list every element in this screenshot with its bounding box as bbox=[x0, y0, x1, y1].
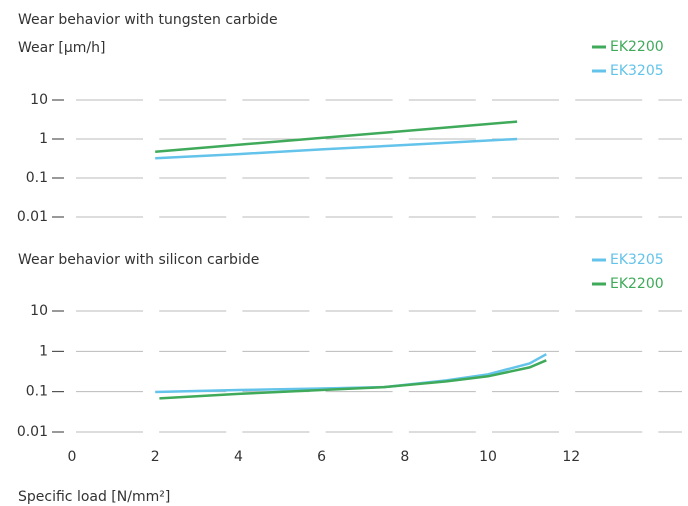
x-tick-label: 8 bbox=[400, 449, 409, 465]
y-tick-label: 10 bbox=[30, 92, 48, 108]
x-axis-label: Specific load [N/mm²] bbox=[18, 489, 170, 505]
legend-label: EK2200 bbox=[610, 39, 664, 55]
y-tick-label: 0.1 bbox=[26, 384, 48, 400]
y-tick-label: 10 bbox=[30, 303, 48, 319]
x-tick-label: 12 bbox=[562, 449, 580, 465]
chart-title: Wear behavior with silicon carbide bbox=[18, 252, 259, 268]
legend-label: EK2200 bbox=[610, 276, 664, 292]
x-tick-label: 2 bbox=[151, 449, 160, 465]
legend-label: EK3205 bbox=[610, 63, 664, 79]
x-tick-label: 0 bbox=[68, 449, 77, 465]
x-tick-label: 4 bbox=[234, 449, 243, 465]
chart-title: Wear behavior with tungsten carbide bbox=[18, 12, 278, 28]
legend-label: EK3205 bbox=[610, 252, 664, 268]
series-line bbox=[155, 137, 518, 160]
x-tick-label: 6 bbox=[317, 449, 326, 465]
x-tick-label: 10 bbox=[479, 449, 497, 465]
y-axis-label: Wear [µm/h] bbox=[18, 40, 105, 56]
y-tick-label: 0.1 bbox=[26, 170, 48, 186]
series-line bbox=[159, 359, 547, 400]
y-tick-label: 1 bbox=[39, 131, 48, 147]
y-tick-label: 0.01 bbox=[17, 209, 48, 225]
y-tick-label: 0.01 bbox=[17, 424, 48, 440]
series-line bbox=[155, 353, 547, 394]
y-tick-label: 1 bbox=[39, 343, 48, 359]
series-line bbox=[155, 120, 518, 154]
